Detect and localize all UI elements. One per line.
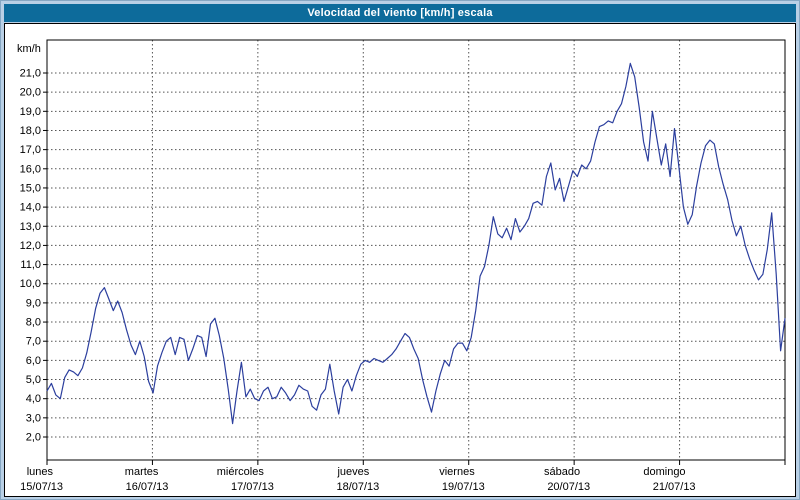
y-tick-label: 10,0	[20, 278, 41, 290]
y-tick-label: 20,0	[20, 87, 41, 99]
y-tick-label: 19,0	[20, 106, 41, 118]
wind-speed-line	[46, 62, 786, 425]
y-tick-label: 9,0	[26, 297, 41, 309]
day-name-label: miércoles	[217, 466, 265, 478]
day-date-label: 16/07/13	[126, 481, 169, 493]
chart-panel: 2,0 3,0 4,0 5,0 6,0 7,0 8,0 9,0 10,0 11,0 12,0 13,0…	[4, 23, 796, 497]
day-name-label: viernes	[439, 466, 475, 478]
y-tick-label: 17,0	[20, 144, 41, 156]
wind-speed-chart: 2,0 3,0 4,0 5,0 6,0 7,0 8,0 9,0 10,0 11,0 12,0 13,0…	[17, 39, 786, 493]
day-date-label: 15/07/13	[20, 481, 63, 493]
y-axis-unit-label: km/h	[17, 43, 41, 55]
y-tick-label: 18,0	[20, 125, 41, 137]
y-tick-label: 21,0	[20, 68, 41, 80]
title-bar: Velocidad del viento [km/h] escala	[4, 4, 796, 22]
y-tick-label: 2,0	[26, 432, 41, 444]
day-name-label: jueves	[336, 466, 369, 478]
y-tick-label: 13,0	[20, 221, 41, 233]
y-tick-label: 12,0	[20, 240, 41, 252]
y-tick-label: 6,0	[26, 355, 41, 367]
plot-border	[46, 39, 786, 461]
y-tick-label: 4,0	[26, 393, 41, 405]
chart-title: Velocidad del viento [km/h] escala	[307, 7, 493, 19]
y-tick-label: 14,0	[20, 202, 41, 214]
day-name-label: sábado	[544, 466, 580, 478]
y-tick-label: 7,0	[26, 336, 41, 348]
day-name-label: martes	[125, 466, 159, 478]
day-date-label: 20/07/13	[547, 481, 590, 493]
day-date-label: 19/07/13	[442, 481, 485, 493]
day-name-label: domingo	[643, 466, 685, 478]
day-date-label: 18/07/13	[336, 481, 379, 493]
y-tick-label: 16,0	[20, 163, 41, 175]
y-tick-label: 5,0	[26, 374, 41, 386]
day-date-label: 21/07/13	[653, 481, 696, 493]
y-tick-label: 11,0	[20, 259, 41, 271]
day-date-label: 17/07/13	[231, 481, 274, 493]
y-tick-label: 15,0	[20, 182, 41, 194]
y-tick-label: 3,0	[26, 412, 41, 424]
day-name-label: lunes	[27, 466, 54, 478]
y-tick-label: 8,0	[26, 317, 41, 329]
